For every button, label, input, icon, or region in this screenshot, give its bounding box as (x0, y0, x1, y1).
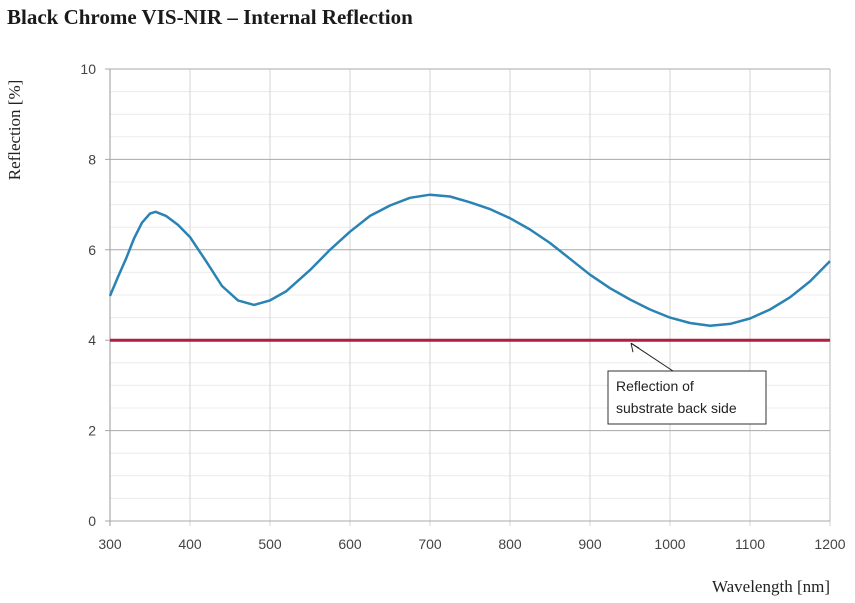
grid (105, 68, 831, 526)
x-tick-label: 400 (178, 536, 202, 552)
x-tick-label: 500 (258, 536, 282, 552)
reflection-curve (108, 193, 831, 327)
series-group (108, 193, 831, 342)
x-tick-label: 900 (578, 536, 602, 552)
y-tick-label: 4 (88, 332, 96, 348)
annotation-line-2: substrate back side (616, 400, 737, 416)
x-tick-label: 1200 (814, 536, 845, 552)
y-tick-label: 6 (88, 242, 96, 258)
annotation-line-1: Reflection of (616, 378, 694, 394)
x-tick-label: 800 (498, 536, 522, 552)
tick-labels: 300 400 500 600 700 800 900 1000 1100 1200 0 2 4 6 8 10 (80, 61, 845, 552)
x-tick-label: 1000 (654, 536, 685, 552)
y-tick-label: 8 (88, 151, 96, 167)
chart-title: Black Chrome VIS-NIR – Internal Reflecti… (7, 5, 413, 29)
x-tick-label: 1100 (735, 536, 765, 552)
arrowhead-icon (630, 342, 640, 353)
annotation-box (607, 370, 767, 425)
y-axis-label: Reflection [%] (5, 80, 24, 181)
y-tick-label: 0 (88, 513, 96, 529)
x-tick-label: 600 (338, 536, 362, 552)
annotation: Reflection of substrate back side (607, 342, 767, 425)
x-tick-label: 700 (418, 536, 442, 552)
y-tick-label: 10 (80, 61, 96, 77)
y-tick-label: 2 (88, 423, 96, 439)
x-tick-label: 300 (98, 536, 122, 552)
x-axis-label: Wavelength [nm] (712, 577, 830, 596)
